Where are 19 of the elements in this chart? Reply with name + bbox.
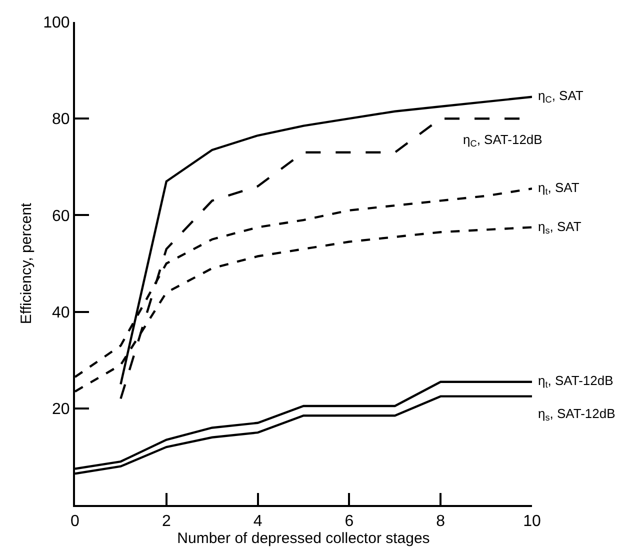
x-tick-label: 6 [344, 513, 354, 530]
series-label: η$_{t}$, SAT [538, 180, 580, 197]
y-axis-title: Efficiency, percent [18, 202, 35, 324]
y-tick-label: 40 [52, 304, 70, 322]
x-tick-label: 2 [162, 513, 171, 530]
x-axis-title: Number of depressed collector stages [177, 530, 430, 548]
series-label: η$_{s}$, SAT [538, 219, 582, 236]
series-label: η$_{C}$, SAT-12dB [463, 132, 542, 149]
x-tick-label: 0 [70, 513, 80, 530]
series-label: η$_{s}$, SAT-12dB [538, 406, 616, 423]
y-tick-label: 80 [52, 111, 70, 128]
x-tick-label: 4 [253, 513, 262, 530]
y-tick-label: 60 [52, 208, 70, 225]
series-label: η$_{t}$, SAT-12dB [538, 373, 614, 390]
x-tick-label: 8 [436, 513, 446, 530]
y-tick-label: 100 [43, 14, 70, 32]
x-tick-label: 10 [523, 513, 541, 530]
series-label: η$_{C}$, SAT [538, 88, 584, 105]
y-tick-label: 20 [52, 401, 70, 418]
